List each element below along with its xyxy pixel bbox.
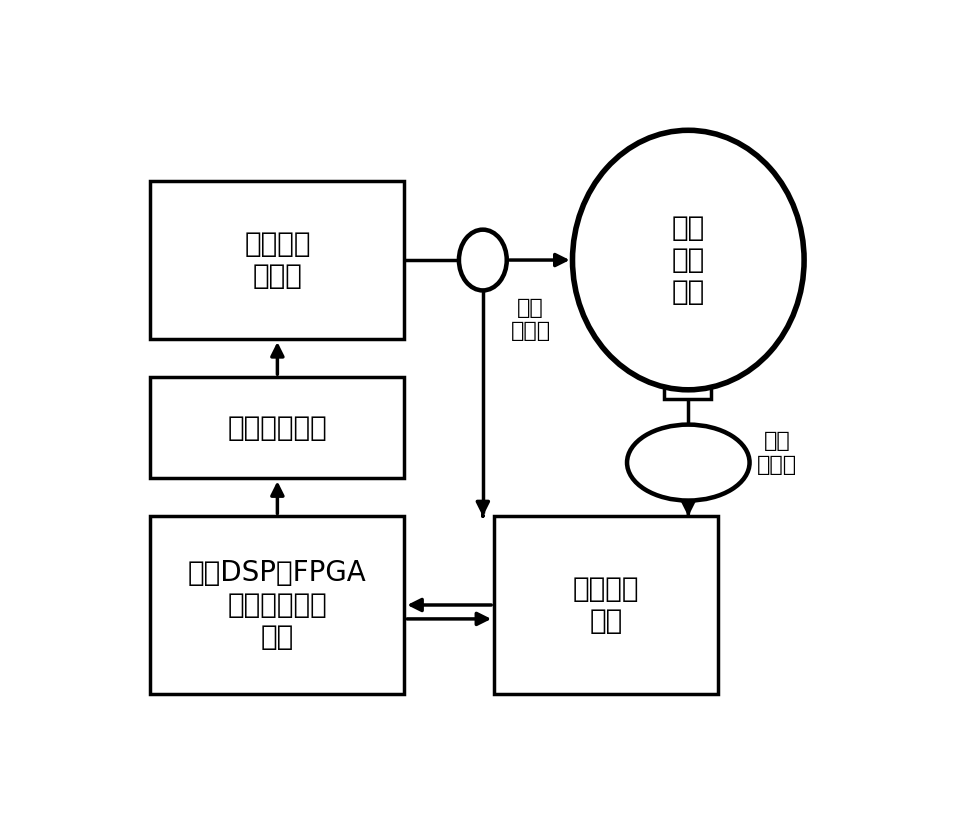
Bar — [664, 371, 711, 399]
Text: 信号处理
电路: 信号处理 电路 — [573, 575, 639, 635]
Text: 电流
传感器: 电流 传感器 — [511, 298, 550, 341]
Text: 容错功率
驱动器: 容错功率 驱动器 — [244, 230, 310, 290]
Text: 旋转
变压器: 旋转 变压器 — [757, 432, 797, 474]
Bar — [495, 516, 718, 694]
Ellipse shape — [573, 130, 804, 390]
Text: 基于DSP和FPGA
架构的数字控
制器: 基于DSP和FPGA 架构的数字控 制器 — [188, 559, 366, 651]
Text: 隔离驱动电路: 隔离驱动电路 — [228, 413, 327, 441]
Bar — [150, 377, 405, 478]
Ellipse shape — [627, 425, 750, 501]
Text: 永磁
容错
电机: 永磁 容错 电机 — [672, 214, 705, 307]
Bar — [150, 516, 405, 694]
Ellipse shape — [459, 229, 507, 290]
Bar — [150, 181, 405, 339]
